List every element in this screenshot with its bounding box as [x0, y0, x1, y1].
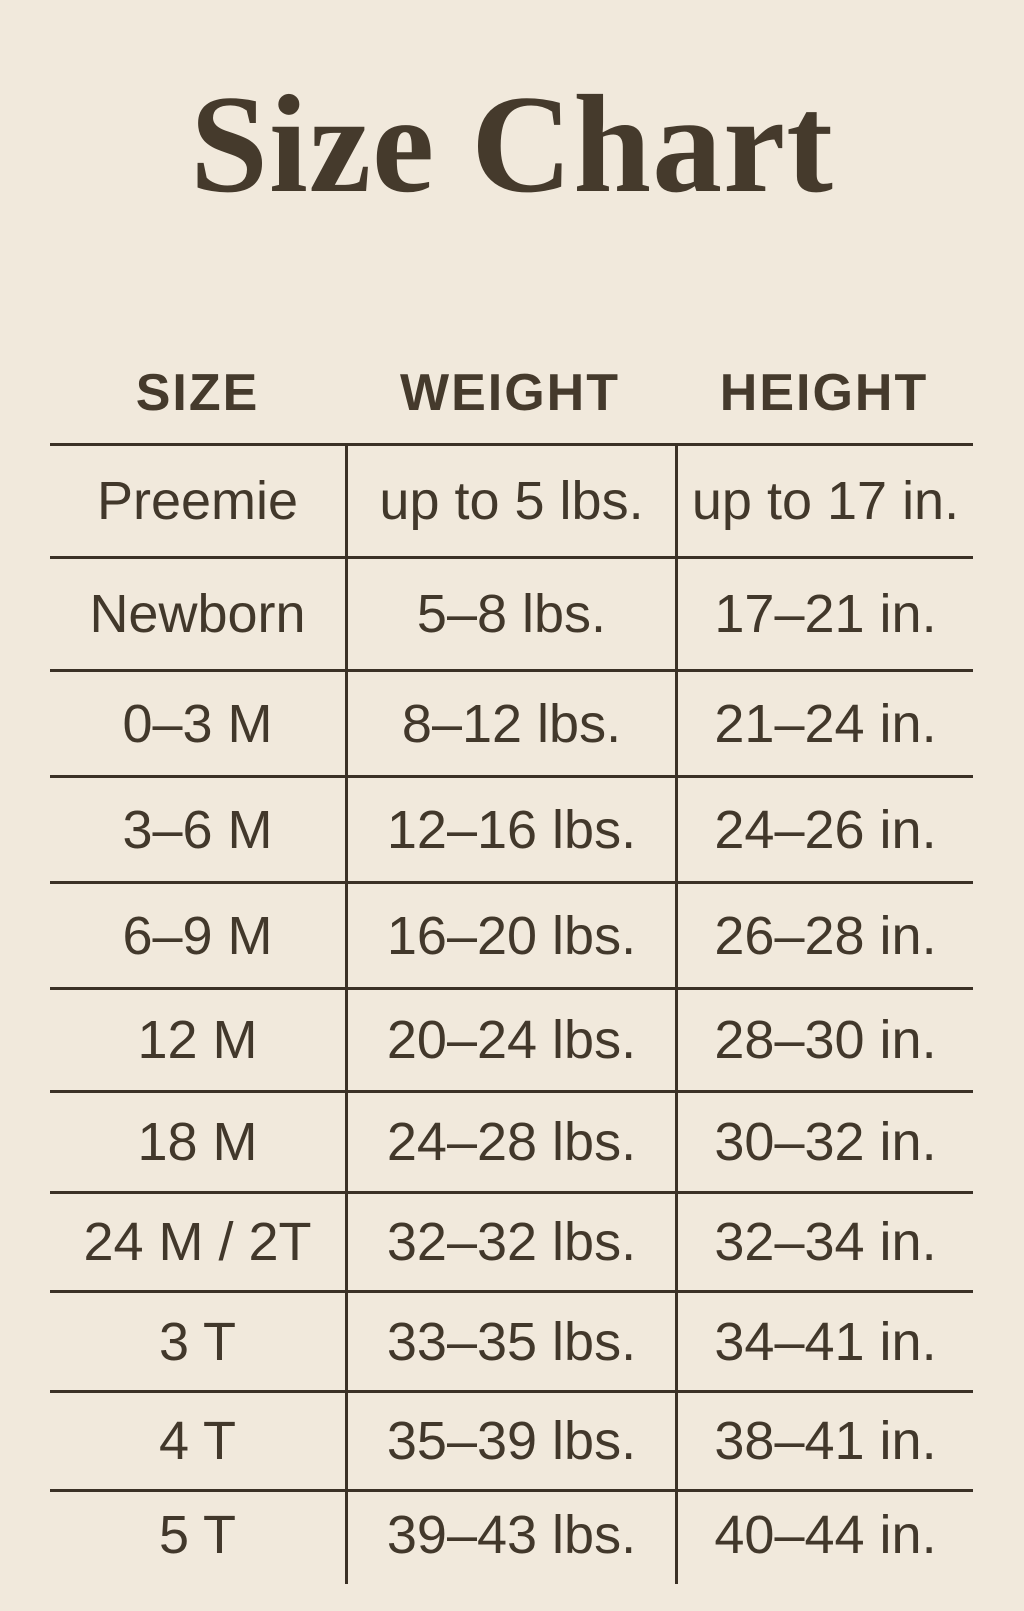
column-header-height: HEIGHT — [719, 364, 929, 422]
table-row: 5 T 39–43 lbs. 40–44 in. — [50, 1489, 973, 1584]
height-cell: 38–41 in. — [675, 1393, 973, 1489]
table-row: 12 M 20–24 lbs. 28–30 in. — [50, 987, 973, 1090]
table-row: 4 T 35–39 lbs. 38–41 in. — [50, 1390, 973, 1489]
table-row: Preemie up to 5 lbs. up to 17 in. — [50, 443, 973, 556]
weight-cell: 12–16 lbs. — [345, 778, 675, 881]
height-cell: 40–44 in. — [675, 1492, 973, 1584]
size-cell: 12 M — [137, 1010, 258, 1070]
page-title: Size Chart — [190, 67, 834, 222]
height-cell: 30–32 in. — [675, 1093, 973, 1191]
weight-cell: up to 5 lbs. — [345, 446, 675, 556]
height-cell: 34–41 in. — [675, 1293, 973, 1390]
size-cell: 6–9 M — [122, 905, 273, 966]
weight-cell: 8–12 lbs. — [345, 672, 675, 775]
table-row: 0–3 M 8–12 lbs. 21–24 in. — [50, 669, 973, 775]
table-header-row: SIZE WEIGHT HEIGHT — [50, 343, 973, 443]
height-cell: 28–30 in. — [675, 990, 973, 1090]
size-cell: Preemie — [96, 471, 299, 531]
size-table: SIZE WEIGHT HEIGHT Preemie up to 5 lbs. … — [50, 343, 973, 1584]
height-cell: up to 17 in. — [675, 446, 973, 556]
size-cell: 4 T — [158, 1411, 237, 1471]
size-cell: Newborn — [89, 584, 306, 644]
size-cell: 5 T — [158, 1505, 237, 1565]
weight-cell: 16–20 lbs. — [345, 884, 675, 987]
column-header-weight: WEIGHT — [400, 364, 620, 422]
weight-cell: 20–24 lbs. — [345, 990, 675, 1090]
height-cell: 17–21 in. — [675, 559, 973, 669]
table-row: 18 M 24–28 lbs. 30–32 in. — [50, 1090, 973, 1191]
size-cell: 3 T — [158, 1311, 237, 1372]
height-cell: 24–26 in. — [675, 778, 973, 881]
size-chart-page: Size Chart SIZE WEIGHT HEIGHT Preemie up… — [0, 75, 1024, 1611]
height-cell: 26–28 in. — [675, 884, 973, 987]
table-row: 3–6 M 12–16 lbs. 24–26 in. — [50, 775, 973, 881]
weight-cell: 5–8 lbs. — [345, 559, 675, 669]
size-cell: 18 M — [137, 1112, 258, 1172]
table-row: 24 M / 2T 32–32 lbs. 32–34 in. — [50, 1191, 973, 1290]
height-cell: 32–34 in. — [675, 1194, 973, 1290]
size-cell: 0–3 M — [122, 693, 273, 754]
table-row: Newborn 5–8 lbs. 17–21 in. — [50, 556, 973, 669]
height-cell: 21–24 in. — [675, 672, 973, 775]
weight-cell: 32–32 lbs. — [345, 1194, 675, 1290]
size-cell: 24 M / 2T — [83, 1212, 312, 1272]
column-header-size: SIZE — [135, 364, 260, 422]
table-row: 3 T 33–35 lbs. 34–41 in. — [50, 1290, 973, 1390]
weight-cell: 35–39 lbs. — [345, 1393, 675, 1489]
weight-cell: 39–43 lbs. — [345, 1492, 675, 1584]
table-body: Preemie up to 5 lbs. up to 17 in. Newbor… — [50, 443, 973, 1584]
table-row: 6–9 M 16–20 lbs. 26–28 in. — [50, 881, 973, 987]
size-cell: 3–6 M — [122, 799, 273, 860]
weight-cell: 33–35 lbs. — [345, 1293, 675, 1390]
weight-cell: 24–28 lbs. — [345, 1093, 675, 1191]
